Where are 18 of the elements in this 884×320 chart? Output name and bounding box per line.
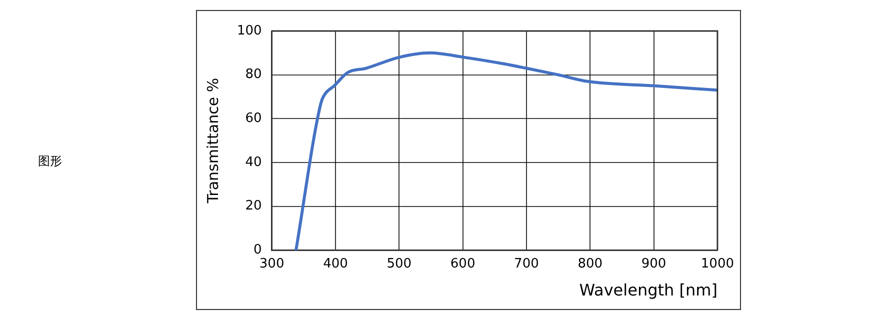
x-tick-label: 1000: [700, 256, 734, 272]
y-tick-label: 100: [236, 23, 262, 38]
x-tick-label: 300: [259, 256, 284, 272]
x-axis-title: Wavelength [nm]: [579, 280, 718, 300]
y-axis-title: Transmittance %: [204, 78, 222, 204]
x-tick-label: 900: [641, 256, 666, 272]
x-tick-label: 800: [578, 256, 603, 272]
x-tick-label: 500: [386, 256, 412, 272]
line-series: [294, 51, 718, 250]
y-tick-label: 40: [245, 154, 262, 170]
y-tick-label: 20: [245, 198, 262, 214]
y-tick-label: 0: [254, 242, 262, 258]
y-tick-label: 80: [245, 67, 262, 82]
x-tick-label: 400: [323, 256, 348, 272]
y-tick-label: 60: [245, 111, 262, 126]
x-tick-label: 600: [450, 256, 476, 272]
x-tick-label: 700: [514, 256, 539, 272]
text: 图形: [38, 153, 62, 170]
